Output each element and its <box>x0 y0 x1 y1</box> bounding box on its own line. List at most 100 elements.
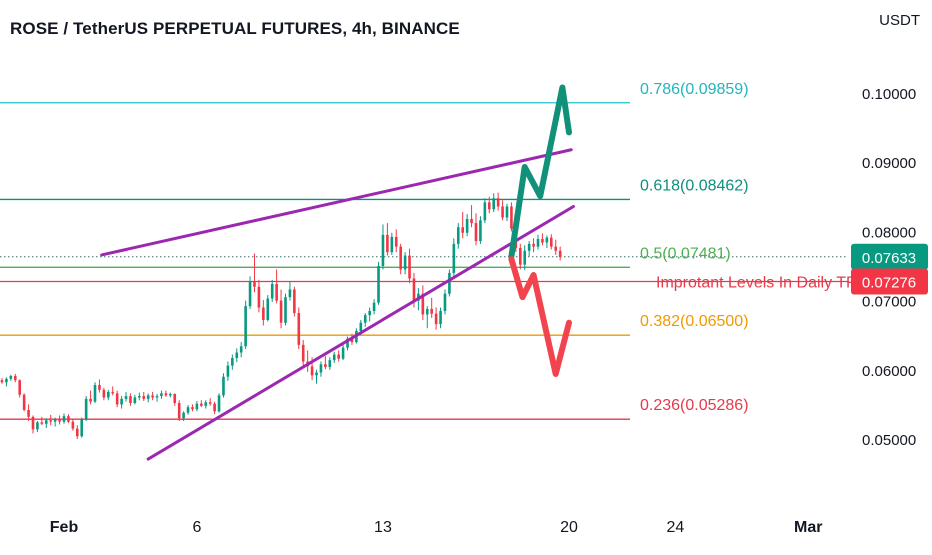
candle <box>372 299 376 315</box>
candle <box>306 350 309 372</box>
level-price-badge-text: 0.07276 <box>862 275 916 292</box>
candle-body <box>346 338 349 348</box>
candle <box>107 389 110 401</box>
candle-body <box>111 391 115 394</box>
candle <box>301 340 305 366</box>
candle-body <box>536 239 540 247</box>
candle <box>408 248 411 284</box>
candle <box>18 379 21 398</box>
candle-body <box>554 246 558 251</box>
candle-body <box>151 395 154 398</box>
x-tick-label: 6 <box>192 519 201 536</box>
candle-body <box>532 243 535 247</box>
candle <box>239 342 243 358</box>
candle-body <box>456 227 460 244</box>
horizontal-levels <box>0 102 848 420</box>
candle <box>102 387 106 401</box>
candle <box>381 224 385 270</box>
candle <box>200 400 203 408</box>
candle-body <box>222 376 225 396</box>
candle-body <box>89 398 92 402</box>
candle <box>231 354 234 370</box>
level-price-badge-bg <box>851 268 928 295</box>
candle-body <box>9 376 13 379</box>
candle-body <box>226 365 230 377</box>
candle-body <box>368 310 371 316</box>
candle <box>479 216 482 244</box>
candle <box>217 393 221 413</box>
fib-level-label: 0.236(0.05286) <box>640 397 749 414</box>
candle <box>430 297 433 318</box>
candle <box>452 238 456 279</box>
candle-body <box>244 306 247 347</box>
candle <box>390 232 394 255</box>
candle-body <box>195 403 199 410</box>
candle <box>337 350 340 362</box>
candle <box>293 286 296 317</box>
candle <box>262 299 265 326</box>
candle <box>155 394 159 402</box>
candle <box>9 374 13 381</box>
candle-body <box>501 206 504 218</box>
candle-body <box>266 298 270 320</box>
candle-body <box>124 396 128 399</box>
candle-body <box>84 398 88 420</box>
x-tick-label: 20 <box>560 519 578 536</box>
candle <box>257 279 261 313</box>
candle-body <box>492 198 496 210</box>
candle <box>270 279 274 302</box>
candle <box>222 373 225 398</box>
candle <box>115 390 119 408</box>
candle-body <box>120 398 123 405</box>
candle <box>288 281 292 301</box>
candlesticks <box>0 192 562 439</box>
candle-body <box>474 223 478 242</box>
candle <box>177 400 181 422</box>
candle <box>208 398 212 406</box>
candle <box>536 234 540 250</box>
candle <box>44 418 48 428</box>
candle <box>40 416 44 426</box>
candle-body <box>217 395 221 412</box>
candle <box>120 396 123 409</box>
candle <box>284 293 287 326</box>
candle <box>253 253 256 293</box>
candle-body <box>98 385 101 390</box>
candle-body <box>394 236 398 247</box>
candle-body <box>443 293 447 311</box>
candle <box>36 421 39 433</box>
candle-body <box>22 394 26 410</box>
candle <box>532 238 535 253</box>
candle-body <box>253 281 256 287</box>
candle <box>146 393 150 403</box>
candle <box>465 214 469 237</box>
candle <box>368 307 371 322</box>
candle <box>439 307 442 329</box>
y-tick-label: 0.10000 <box>862 86 916 103</box>
candle <box>275 269 278 304</box>
candle <box>169 392 172 398</box>
candle <box>124 391 128 402</box>
candle <box>363 313 367 327</box>
candle-body <box>71 421 75 429</box>
candle <box>297 307 301 350</box>
projection-arrows <box>508 84 572 377</box>
y-tick-label: 0.07000 <box>862 294 916 311</box>
candle-body <box>0 380 4 383</box>
candle <box>394 229 398 253</box>
candle-body <box>27 409 30 417</box>
candle-body <box>479 220 482 242</box>
candle <box>58 415 61 425</box>
candle-body <box>169 394 172 396</box>
candle <box>13 373 17 383</box>
candle <box>399 243 402 275</box>
fib-level-label: 0.5(0.07481) <box>640 245 731 262</box>
candle <box>545 235 549 249</box>
channel-upper-line <box>100 148 573 257</box>
candle-body <box>288 289 292 298</box>
candle-body <box>182 412 185 419</box>
candle-body <box>386 234 389 253</box>
candle <box>133 394 137 405</box>
candle-body <box>235 352 239 359</box>
